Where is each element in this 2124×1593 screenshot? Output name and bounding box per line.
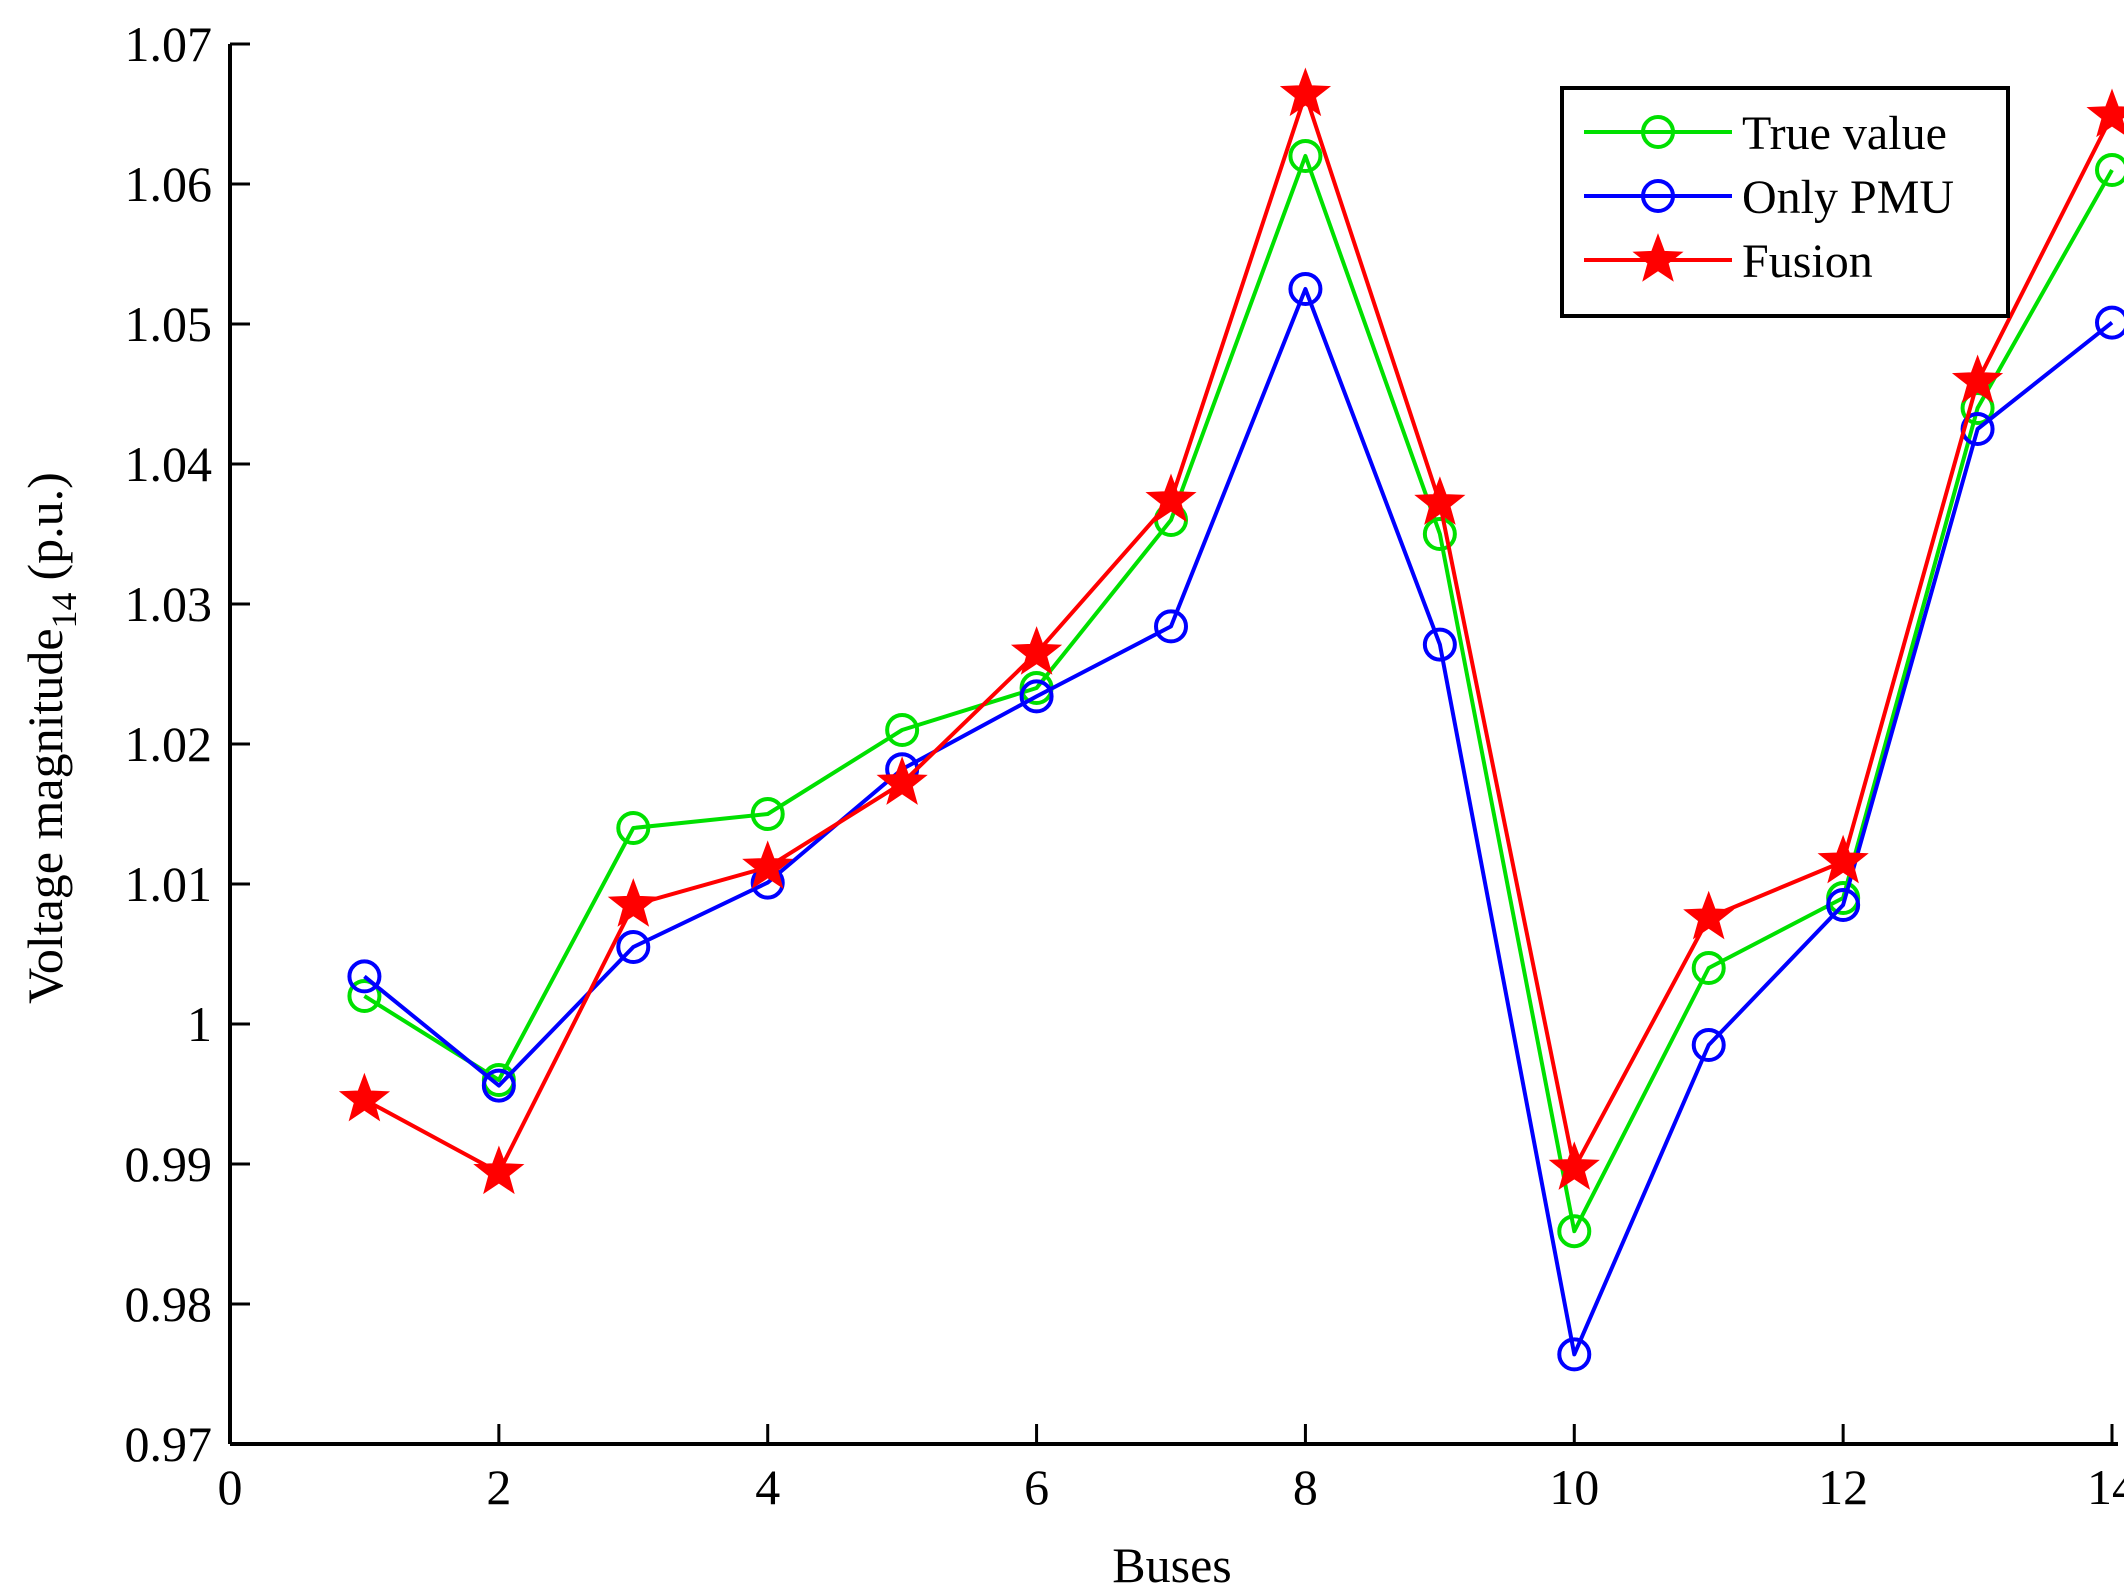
data-point-only-pmu <box>1288 272 1323 306</box>
data-point-true-value <box>1422 517 1457 551</box>
x-tick-label: 2 <box>486 1459 511 1515</box>
x-tick-label: 14 <box>2087 1459 2124 1515</box>
x-tick-label: 12 <box>1818 1459 1868 1515</box>
legend-box <box>1560 86 2010 318</box>
legend-item-only-pmu: Only PMU <box>1584 171 1954 224</box>
data-point-true-value <box>1691 951 1726 985</box>
data-point-only-pmu <box>2095 305 2124 340</box>
data-point-fusion <box>1548 1141 1600 1190</box>
data-point-fusion <box>2086 88 2124 138</box>
y-tick-label: 1.06 <box>125 156 213 212</box>
x-tick-label: 6 <box>1024 1459 1049 1515</box>
y-tick-label: 0.98 <box>125 1276 213 1332</box>
y-tick-label: 1 <box>187 996 212 1052</box>
y-axis-label-main: Voltage magnitude <box>17 628 73 1003</box>
legend-marker <box>1641 179 1675 213</box>
x-tick-label: 0 <box>218 1459 243 1515</box>
legend-label: True value <box>1742 107 1947 160</box>
y-tick-label: 1.05 <box>125 296 213 352</box>
x-tick-label: 4 <box>755 1459 780 1515</box>
data-point-fusion <box>1010 626 1063 675</box>
ticks: 0 2 4 6 8 10 12 14 0.97 0.98 0.99 1 1.01 1.02 1.03 1.04… <box>125 16 2124 1515</box>
data-point-fusion <box>1951 354 2004 404</box>
y-tick-label: 0.99 <box>125 1136 213 1192</box>
y-tick-label: 1.07 <box>125 16 213 72</box>
series-fusion <box>338 67 2124 1195</box>
y-axis-label: Voltage magnitude14 (p.u.) <box>17 472 84 1004</box>
legend-marker <box>1632 233 1684 282</box>
y-tick-label: 1.01 <box>125 856 213 912</box>
legend-label: Fusion <box>1742 235 1873 288</box>
y-tick-label: 0.97 <box>125 1416 213 1472</box>
data-point-fusion <box>876 756 928 805</box>
series-line-true-value <box>363 154 2114 1234</box>
legend-item-fusion: Fusion <box>1584 233 1873 288</box>
data-point-fusion <box>338 1072 391 1122</box>
y-axis-label-unit: (p.u.) <box>17 472 73 580</box>
data-point-only-pmu <box>1422 627 1457 662</box>
data-point-true-value <box>1557 1214 1592 1249</box>
data-point-fusion <box>607 878 659 927</box>
y-tick-label: 1.03 <box>125 576 213 632</box>
legend-marker <box>1641 115 1675 149</box>
legend: True value Only PMU Fusion <box>1560 86 2010 318</box>
series-only-pmu <box>347 272 2124 1372</box>
data-point-true-value <box>347 979 382 1013</box>
data-point-true-value <box>1288 139 1323 173</box>
y-tick-label: 1.04 <box>125 436 213 492</box>
data-point-only-pmu <box>1691 1028 1726 1062</box>
data-point-fusion <box>1683 890 1735 940</box>
series-line-only-pmu <box>363 287 2114 1357</box>
legend-label: Only PMU <box>1742 171 1954 224</box>
data-point-true-value <box>616 811 651 845</box>
data-point-fusion <box>742 840 794 889</box>
x-tick-label: 8 <box>1293 1459 1318 1515</box>
data-point-only-pmu <box>1154 609 1188 644</box>
y-tick-label: 1.02 <box>125 716 213 772</box>
legend-item-true-value: True value <box>1584 107 1947 160</box>
data-point-true-value <box>750 797 785 831</box>
data-point-only-pmu <box>347 959 382 994</box>
data-point-only-pmu <box>1557 1337 1592 1372</box>
data-point-true-value <box>2095 153 2124 187</box>
data-point-only-pmu <box>616 930 651 964</box>
data-point-fusion <box>1817 834 1869 884</box>
data-point-true-value <box>1960 391 1995 425</box>
data-point-only-pmu <box>481 1068 516 1103</box>
x-axis-label: Buses <box>1112 1537 1231 1593</box>
data-point-fusion <box>473 1145 525 1195</box>
data-point-fusion <box>1279 67 1332 117</box>
y-axis-label-subscript: 14 <box>44 592 84 628</box>
data-point-fusion <box>1145 473 1197 523</box>
series-layer <box>338 67 2124 1372</box>
x-tick-label: 10 <box>1549 1459 1599 1515</box>
data-point-fusion <box>1414 476 1466 525</box>
data-point-only-pmu <box>1019 679 1054 714</box>
data-point-true-value <box>885 713 920 747</box>
data-point-only-pmu <box>1826 888 1861 922</box>
